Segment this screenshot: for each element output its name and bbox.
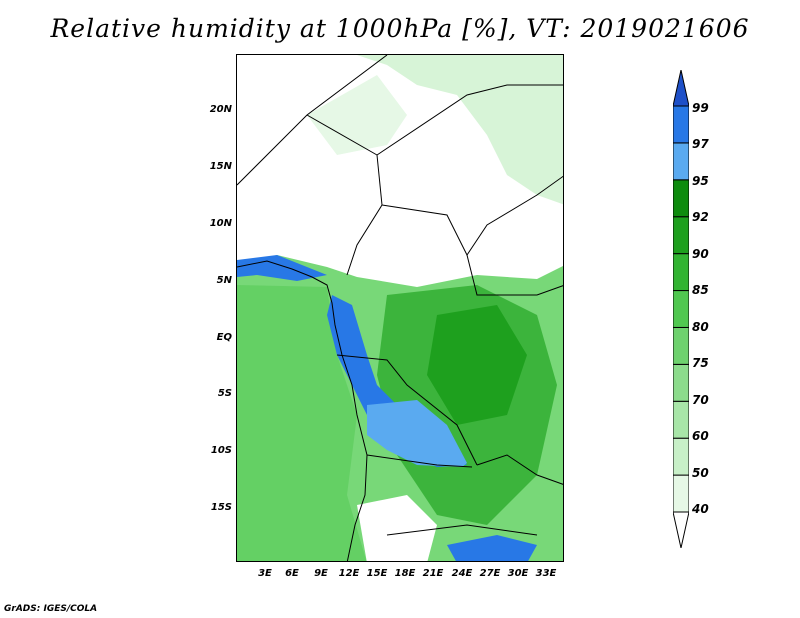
dry-south <box>357 495 437 561</box>
colorbar-segment <box>673 437 689 476</box>
colorbar-segment <box>673 326 689 365</box>
colorbar-segment <box>673 290 689 328</box>
political-borders <box>237 55 563 561</box>
lat-label: 15S <box>210 502 232 513</box>
colorbar-label: 95 <box>692 174 709 188</box>
colorbar-label: 97 <box>692 137 709 151</box>
map-title: Relative humidity at 1000hPa [%], VT: 20… <box>50 14 750 43</box>
lon-label: 33E <box>535 568 557 579</box>
colorbar-label: 70 <box>692 393 709 407</box>
credit-text: GrADS: IGES/COLA <box>4 604 98 614</box>
map-panel <box>236 54 564 562</box>
lon-label: 9E <box>314 568 328 579</box>
lon-label: 6E <box>285 568 299 579</box>
colorbar-segment <box>673 253 689 292</box>
colorbar-segment <box>673 400 689 439</box>
lat-label: 10S <box>210 445 232 456</box>
pale-north-band <box>357 55 563 205</box>
colorbar-label: 90 <box>692 247 709 261</box>
colorbar-segment <box>673 179 689 218</box>
atlantic-region <box>237 285 367 561</box>
lon-label: 15E <box>366 568 388 579</box>
lat-label: 5S <box>217 388 232 399</box>
lat-label: 15N <box>209 161 232 172</box>
colorbar-label: 50 <box>692 466 709 480</box>
lon-label: 27E <box>479 568 501 579</box>
lat-label: 20N <box>209 104 232 115</box>
lon-label: 24E <box>451 568 473 579</box>
colorbar-segment <box>673 70 689 107</box>
colorbar-segment <box>673 142 689 181</box>
colorbar-segment <box>673 105 689 144</box>
colorbar-segment <box>673 474 689 513</box>
colorbar-segment <box>673 216 689 255</box>
colorbar-label: 99 <box>692 101 709 115</box>
lon-label: 21E <box>422 568 444 579</box>
lat-label: 10N <box>209 218 232 229</box>
humidity-map <box>237 55 563 561</box>
lon-label: 12E <box>338 568 360 579</box>
colorbar-label: 92 <box>692 210 709 224</box>
colorbar-label: 75 <box>692 356 709 370</box>
colorbar-label: 40 <box>692 502 709 516</box>
colorbar-segment <box>673 363 689 402</box>
basin-dark <box>427 305 527 425</box>
lon-label: 30E <box>507 568 529 579</box>
lon-label: 18E <box>394 568 416 579</box>
saturated-south <box>447 535 537 561</box>
lon-label: 3E <box>258 568 272 579</box>
colorbar <box>673 70 689 548</box>
colorbar-label: 60 <box>692 429 709 443</box>
pale-north-patch <box>307 75 407 155</box>
lat-label: 5N <box>216 275 232 286</box>
saturated-inland <box>367 400 467 467</box>
colorbar-label: 85 <box>692 283 709 297</box>
lat-label: EQ <box>216 332 232 343</box>
colorbar-segment <box>673 511 689 548</box>
colorbar-label: 80 <box>692 320 709 334</box>
